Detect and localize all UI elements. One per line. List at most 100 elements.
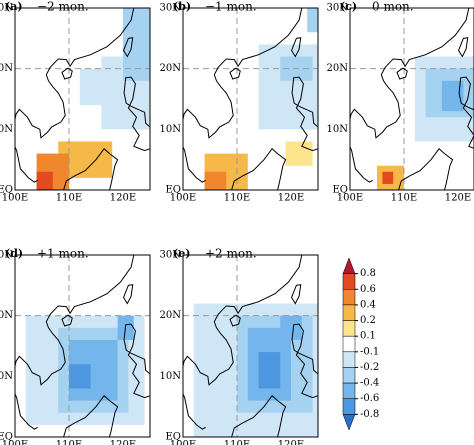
lat-label: 10N bbox=[160, 124, 182, 135]
lon-label: 100E bbox=[2, 193, 28, 204]
panel-frame bbox=[14, 254, 151, 438]
colorbar-box bbox=[342, 335, 356, 353]
shading bbox=[280, 315, 302, 340]
lat-label: EQ bbox=[0, 432, 13, 443]
colorbar-label: -0.4 bbox=[360, 378, 379, 389]
lat-label: 20N bbox=[0, 310, 13, 321]
colorbar-box bbox=[342, 382, 356, 399]
lon-label: 100E bbox=[2, 440, 28, 445]
island bbox=[61, 67, 73, 80]
colorbar-label: 0.4 bbox=[360, 299, 376, 310]
lon-label: 120E bbox=[445, 193, 471, 204]
panel-label: (b) bbox=[173, 0, 191, 13]
map-content bbox=[15, 255, 150, 437]
shading bbox=[36, 171, 53, 190]
lat-label: 30N bbox=[327, 3, 349, 14]
island bbox=[123, 76, 150, 152]
lat-label: 20N bbox=[0, 63, 13, 74]
lon-label: 110E bbox=[391, 193, 417, 204]
island bbox=[63, 395, 119, 437]
lon-label: 120E bbox=[278, 440, 304, 445]
shading bbox=[258, 352, 281, 389]
map-content bbox=[183, 8, 318, 190]
panel-frame bbox=[349, 7, 474, 191]
lon-label: 100E bbox=[337, 193, 363, 204]
colorbar-box bbox=[342, 367, 356, 384]
lat-label: 10N bbox=[160, 371, 182, 382]
lat-label: 10N bbox=[0, 371, 13, 382]
shading bbox=[441, 80, 464, 112]
island bbox=[61, 314, 73, 327]
panel-label: (a) bbox=[5, 0, 23, 13]
colorbar-label: -0.8 bbox=[360, 409, 379, 420]
lat-label: 20N bbox=[160, 310, 182, 321]
panel-label: (c) bbox=[340, 0, 357, 13]
colorbar-label: -0.6 bbox=[360, 393, 379, 404]
panel-label: (d) bbox=[5, 247, 23, 260]
shading bbox=[204, 171, 227, 190]
island bbox=[122, 284, 134, 305]
island bbox=[231, 395, 287, 437]
island bbox=[122, 37, 134, 58]
island bbox=[123, 323, 150, 399]
island bbox=[290, 284, 302, 305]
lat-label: EQ bbox=[166, 432, 182, 443]
panel-title: −1 mon. bbox=[205, 0, 257, 14]
panel-frame bbox=[182, 254, 319, 438]
colorbar-label: -0.1 bbox=[360, 346, 379, 357]
coastline bbox=[15, 255, 135, 430]
colorbar-box bbox=[342, 351, 356, 368]
island bbox=[229, 67, 241, 80]
colorbar-box bbox=[342, 320, 356, 337]
island bbox=[396, 67, 408, 80]
lon-label: 120E bbox=[110, 440, 136, 445]
lon-label: 100E bbox=[170, 193, 196, 204]
lat-label: 20N bbox=[327, 63, 349, 74]
lat-label: 10N bbox=[327, 124, 349, 135]
colorbar-box bbox=[342, 304, 356, 321]
colorbar-box bbox=[342, 289, 356, 306]
coastline bbox=[15, 8, 135, 183]
colorbar-label: 0.2 bbox=[360, 315, 376, 326]
lon-label: 110E bbox=[224, 193, 250, 204]
island bbox=[63, 148, 119, 190]
shading bbox=[307, 8, 318, 33]
shading bbox=[79, 68, 113, 106]
lat-label: 30N bbox=[160, 250, 182, 261]
map-content bbox=[15, 8, 150, 190]
shading bbox=[382, 171, 394, 184]
lat-label: EQ bbox=[166, 185, 182, 196]
colorbar-label: 0.1 bbox=[360, 331, 376, 342]
lon-label: 100E bbox=[170, 440, 196, 445]
lat-label: EQ bbox=[0, 185, 13, 196]
lat-label: 10N bbox=[0, 124, 13, 135]
panel-title: −2 mon. bbox=[37, 0, 89, 14]
lat-label: 20N bbox=[160, 63, 182, 74]
island bbox=[229, 314, 241, 327]
colorbar-label: 0.8 bbox=[360, 268, 376, 279]
colorbar-box bbox=[342, 398, 356, 415]
panel-label: (e) bbox=[173, 247, 190, 260]
panel-frame bbox=[182, 7, 319, 191]
panel-title: 0 mon. bbox=[372, 0, 414, 14]
lon-label: 110E bbox=[224, 440, 250, 445]
map-content bbox=[350, 8, 474, 190]
lat-label: 30N bbox=[160, 3, 182, 14]
panel-title: +2 mon. bbox=[205, 247, 257, 261]
island bbox=[291, 76, 318, 152]
island bbox=[291, 323, 318, 399]
island bbox=[457, 37, 469, 58]
colorbar-label: 0.6 bbox=[360, 284, 376, 295]
island bbox=[458, 76, 474, 149]
shading bbox=[69, 364, 91, 389]
map-content bbox=[183, 255, 318, 437]
coastline bbox=[350, 8, 470, 183]
island bbox=[398, 148, 454, 190]
shading bbox=[123, 8, 150, 81]
